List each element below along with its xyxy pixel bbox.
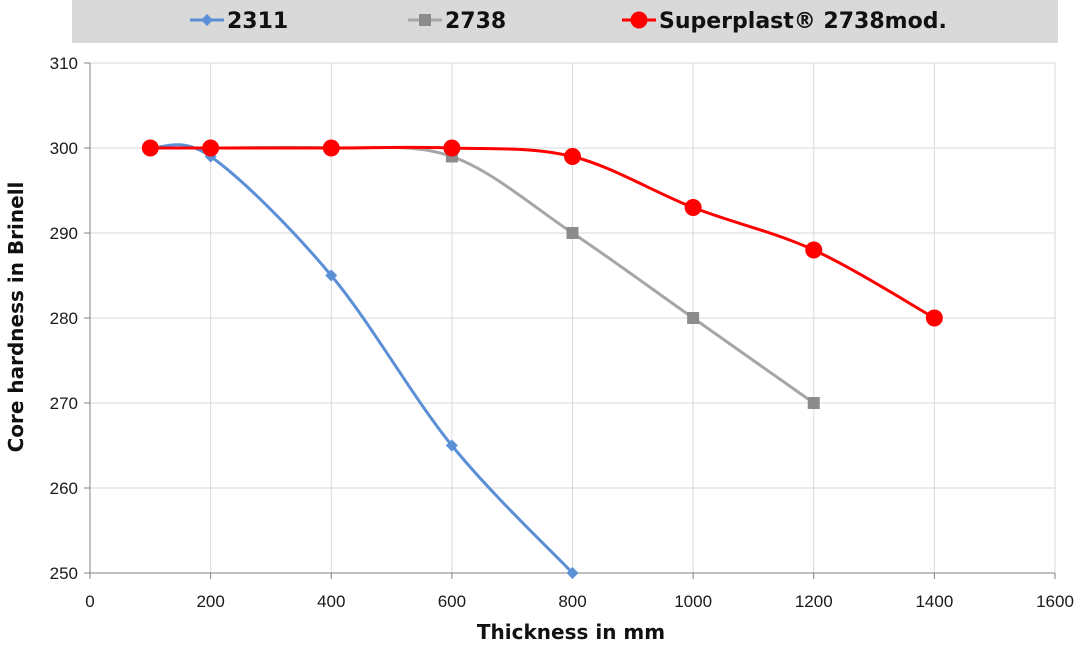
y-axis-title: Core hardness in Brinell	[4, 182, 28, 453]
legend-label: Superplast® 2738mod.	[659, 9, 947, 34]
y-tick-label: 270	[50, 394, 78, 413]
legend-item: Superplast® 2738mod.	[622, 9, 947, 34]
x-tick-label: 1000	[674, 592, 712, 611]
x-axis-title: Thickness in mm	[477, 620, 665, 644]
x-tick-label: 200	[196, 592, 224, 611]
y-tick-label: 250	[50, 564, 78, 583]
data-point	[805, 241, 823, 259]
data-point	[443, 139, 461, 157]
series-superplast-2738mod	[141, 139, 943, 327]
legend-label: 2311	[227, 9, 288, 34]
data-point	[445, 439, 458, 452]
data-point	[566, 227, 579, 239]
data-point	[564, 148, 581, 165]
series-2311	[144, 142, 579, 579]
x-tick-label: 400	[317, 592, 345, 611]
x-tick-label: 1400	[915, 592, 953, 611]
data-point	[141, 139, 159, 157]
x-tick-label: 600	[438, 592, 466, 611]
x-tick-label: 1200	[795, 592, 833, 611]
y-tick-label: 260	[50, 479, 78, 498]
x-tick-label: 800	[558, 592, 586, 611]
x-tick-label: 0	[85, 592, 94, 611]
y-tick-label: 280	[50, 309, 78, 328]
grid	[90, 62, 1056, 573]
legend-marker	[201, 14, 213, 26]
data-point	[325, 269, 338, 282]
data-point	[684, 199, 702, 216]
y-tick-labels: 250 260 270 280 290 300 310	[50, 54, 78, 583]
y-tick-label: 300	[50, 139, 78, 158]
legend-item: 2738	[408, 9, 506, 34]
series-2738	[144, 142, 820, 409]
series-line	[148, 143, 574, 575]
data-point	[807, 397, 820, 409]
data-point	[687, 312, 700, 324]
data-point	[925, 309, 943, 327]
legend-marker	[630, 11, 648, 29]
legend: 2311 2738 Superplast® 2738mod.	[190, 9, 947, 34]
legend-label: 2738	[445, 9, 506, 34]
series-group	[141, 139, 943, 579]
data-point	[202, 139, 220, 157]
legend-item: 2311	[190, 9, 288, 34]
axes	[84, 62, 1056, 579]
data-point	[566, 567, 579, 579]
series-line	[148, 145, 816, 405]
legend-marker	[419, 14, 431, 26]
x-tick-labels: 0 200 400 600 800 1000 1200 1400 1600	[85, 592, 1074, 611]
y-tick-label: 290	[50, 224, 78, 243]
data-point	[322, 139, 340, 157]
legend-background	[72, 0, 1058, 43]
y-tick-label: 310	[50, 54, 78, 73]
x-tick-label: 1600	[1036, 592, 1074, 611]
